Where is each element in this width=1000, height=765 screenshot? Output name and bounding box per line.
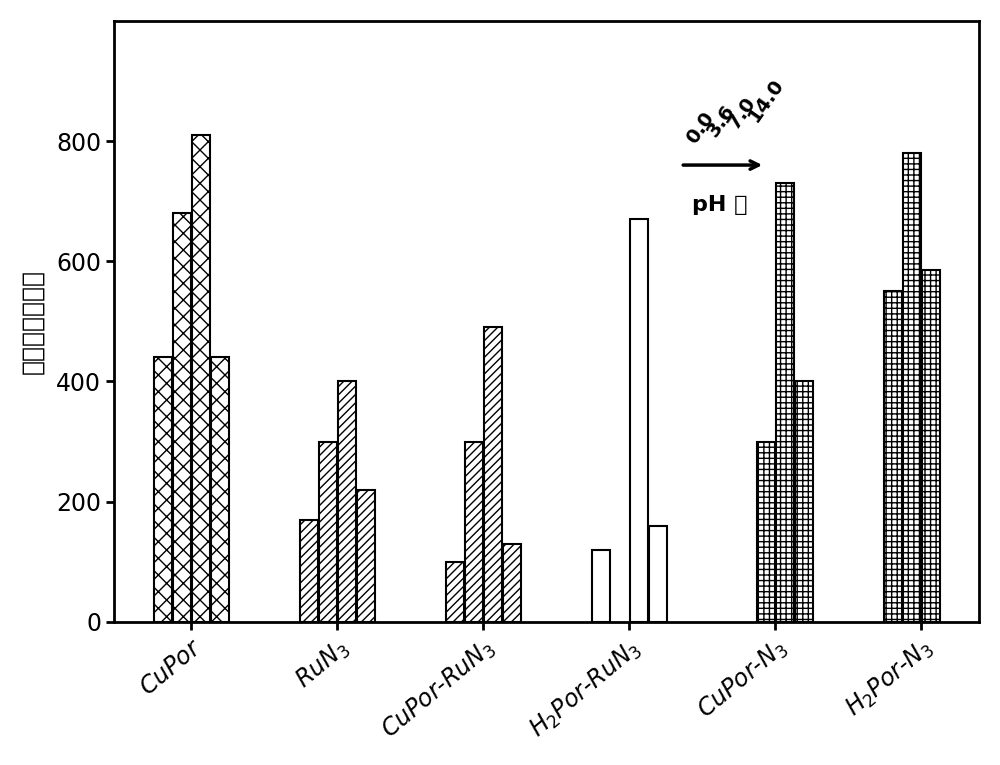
Bar [300,519,318,622]
Text: pH 値: pH 値 [692,195,748,215]
Bar [484,327,502,622]
Bar [192,135,210,622]
Text: 14.0: 14.0 [745,75,788,125]
Bar [922,270,940,622]
Text: 3.6: 3.6 [704,101,739,140]
Bar [884,291,902,622]
Bar [357,490,375,622]
Bar [903,153,921,622]
Bar [503,544,521,622]
Bar [319,441,337,622]
Bar [757,441,775,622]
Y-axis label: 过电位（伏特）: 过电位（伏特） [21,269,45,374]
Bar [630,219,648,622]
Bar [446,562,464,622]
Bar [338,382,356,622]
Bar [649,526,667,622]
Bar [154,357,172,622]
Text: 7.0: 7.0 [724,93,759,132]
Bar [173,213,191,622]
Text: 0.0: 0.0 [683,108,718,147]
Bar [465,441,483,622]
Bar [592,550,610,622]
Bar [211,357,229,622]
Bar [795,382,813,622]
Bar [776,183,794,622]
